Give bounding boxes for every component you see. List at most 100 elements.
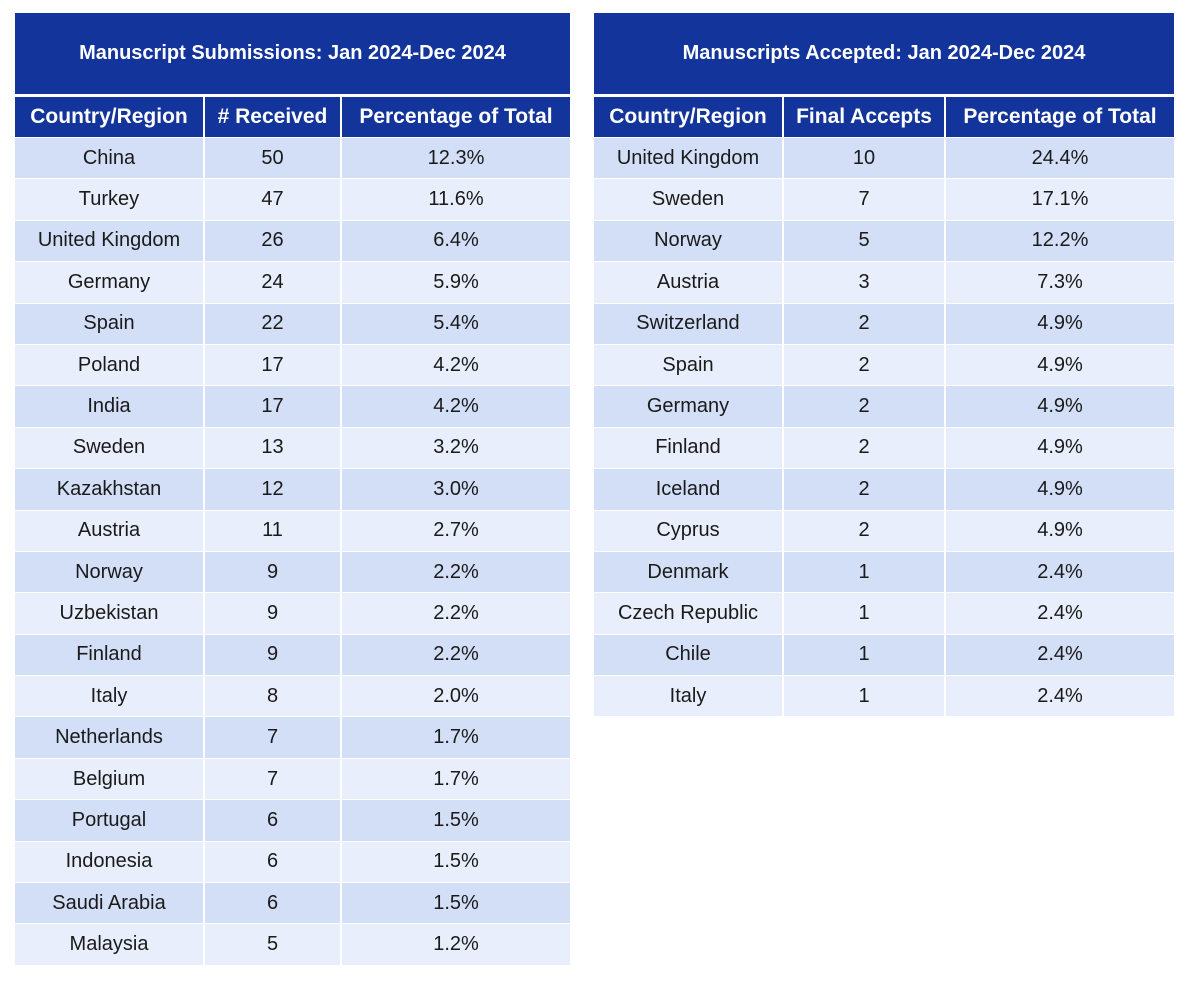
accepted-header-row: Country/Region Final Accepts Percentage … <box>594 97 1174 137</box>
cell-count: 22 <box>205 303 342 344</box>
cell-percentage: 1.7% <box>433 726 479 749</box>
table-row: Poland 17 4.2% <box>15 343 570 386</box>
cell-percentage: 5.9% <box>433 270 479 293</box>
cell-country: Spain <box>15 303 205 344</box>
cell-count: 2 <box>784 469 946 510</box>
table-row: Germany 24 5.9% <box>15 261 570 303</box>
table-row: Uzbekistan 9 2.2% <box>15 592 570 634</box>
cell-percentage: 5.4% <box>433 312 479 335</box>
cell-percentage: 1.7% <box>433 767 479 790</box>
table-row: Cyprus 2 4.9% <box>594 509 1174 551</box>
cell-percentage: 6.4% <box>433 229 479 252</box>
table-row: Norway 9 2.2% <box>15 550 570 593</box>
cell-country: United Kingdom <box>594 138 784 179</box>
cell-count: 1 <box>784 676 946 717</box>
cell-count: 47 <box>205 179 342 220</box>
cell-count: 2 <box>784 510 946 551</box>
cell-percentage: 2.4% <box>1037 643 1083 666</box>
table-row: Iceland 2 4.9% <box>594 468 1174 510</box>
cell-country: Italy <box>15 676 205 717</box>
cell-country: Finland <box>15 634 205 676</box>
cell-percentage: 4.9% <box>1037 477 1083 500</box>
cell-percentage: 1.5% <box>433 808 479 831</box>
cell-count: 17 <box>205 386 342 427</box>
table-row: Sweden 13 3.2% <box>15 426 570 469</box>
submissions-table: Manuscript Submissions: Jan 2024-Dec 202… <box>15 13 570 965</box>
table-row: Malaysia 5 1.2% <box>15 923 570 965</box>
cell-percentage: 3.2% <box>433 436 479 459</box>
cell-country: Czech Republic <box>594 593 784 634</box>
cell-country: United Kingdom <box>15 220 205 262</box>
table-row: Switzerland 2 4.9% <box>594 302 1174 344</box>
cell-country: Portugal <box>15 800 205 841</box>
table-row: Denmark 1 2.4% <box>594 550 1174 593</box>
cell-country: Kazakhstan <box>15 469 205 510</box>
cell-country: Austria <box>15 510 205 551</box>
table-row: Italy 8 2.0% <box>15 675 570 717</box>
column-header-received: # Received <box>205 97 342 137</box>
cell-count: 7 <box>205 717 342 758</box>
cell-percentage: 2.4% <box>1037 601 1083 624</box>
cell-percentage: 3.0% <box>433 477 479 500</box>
table-row: Kazakhstan 12 3.0% <box>15 468 570 510</box>
table-row: Czech Republic 1 2.4% <box>594 592 1174 634</box>
cell-country: Germany <box>594 386 784 427</box>
cell-percentage: 4.2% <box>433 353 479 376</box>
cell-count: 7 <box>205 758 342 800</box>
cell-percentage: 12.2% <box>1031 229 1089 252</box>
cell-count: 6 <box>205 841 342 883</box>
cell-count: 1 <box>784 634 946 676</box>
cell-count: 50 <box>205 138 342 179</box>
cell-count: 24 <box>205 262 342 303</box>
table-row: India 17 4.2% <box>15 385 570 427</box>
cell-country: Denmark <box>594 551 784 593</box>
cell-count: 5 <box>784 220 946 262</box>
cell-count: 3 <box>784 262 946 303</box>
cell-count: 6 <box>205 800 342 841</box>
table-row: Germany 2 4.9% <box>594 385 1174 427</box>
cell-country: Spain <box>594 344 784 386</box>
table-row: Portugal 6 1.5% <box>15 799 570 841</box>
table-row: Italy 1 2.4% <box>594 675 1174 717</box>
cell-percentage: 2.0% <box>433 684 479 707</box>
cell-country: Indonesia <box>15 841 205 883</box>
cell-percentage: 12.3% <box>427 146 485 169</box>
cell-count: 7 <box>784 179 946 220</box>
cell-country: Norway <box>594 220 784 262</box>
table-row: Turkey 47 11.6% <box>15 178 570 220</box>
cell-count: 17 <box>205 344 342 386</box>
submissions-title: Manuscript Submissions: Jan 2024-Dec 202… <box>15 13 570 94</box>
cell-percentage: 24.4% <box>1031 146 1089 169</box>
table-row: Netherlands 7 1.7% <box>15 716 570 758</box>
cell-country: Malaysia <box>15 924 205 965</box>
cell-percentage: 1.5% <box>433 891 479 914</box>
cell-count: 9 <box>205 634 342 676</box>
cell-count: 2 <box>784 386 946 427</box>
cell-percentage: 4.9% <box>1037 395 1083 418</box>
cell-percentage: 4.9% <box>1037 519 1083 542</box>
cell-country: Austria <box>594 262 784 303</box>
table-row: Sweden 7 17.1% <box>594 178 1174 220</box>
cell-percentage: 2.2% <box>433 560 479 583</box>
cell-count: 9 <box>205 593 342 634</box>
accepted-table: Manuscripts Accepted: Jan 2024-Dec 2024 … <box>594 13 1174 717</box>
cell-percentage: 4.9% <box>1037 312 1083 335</box>
cell-country: Iceland <box>594 469 784 510</box>
cell-percentage: 4.2% <box>433 395 479 418</box>
table-row: Norway 5 12.2% <box>594 219 1174 262</box>
table-row: Spain 22 5.4% <box>15 302 570 344</box>
cell-count: 9 <box>205 551 342 593</box>
cell-count: 2 <box>784 427 946 469</box>
cell-percentage: 2.4% <box>1037 684 1083 707</box>
cell-count: 1 <box>784 593 946 634</box>
cell-percentage: 4.9% <box>1037 353 1083 376</box>
cell-count: 2 <box>784 344 946 386</box>
submissions-header-row: Country/Region # Received Percentage of … <box>15 97 570 137</box>
table-row: United Kingdom 26 6.4% <box>15 219 570 262</box>
column-header-percentage: Percentage of Total <box>342 97 570 137</box>
cell-count: 13 <box>205 427 342 469</box>
cell-count: 6 <box>205 883 342 924</box>
cell-count: 8 <box>205 676 342 717</box>
table-row: China 50 12.3% <box>15 137 570 179</box>
cell-country: Chile <box>594 634 784 676</box>
